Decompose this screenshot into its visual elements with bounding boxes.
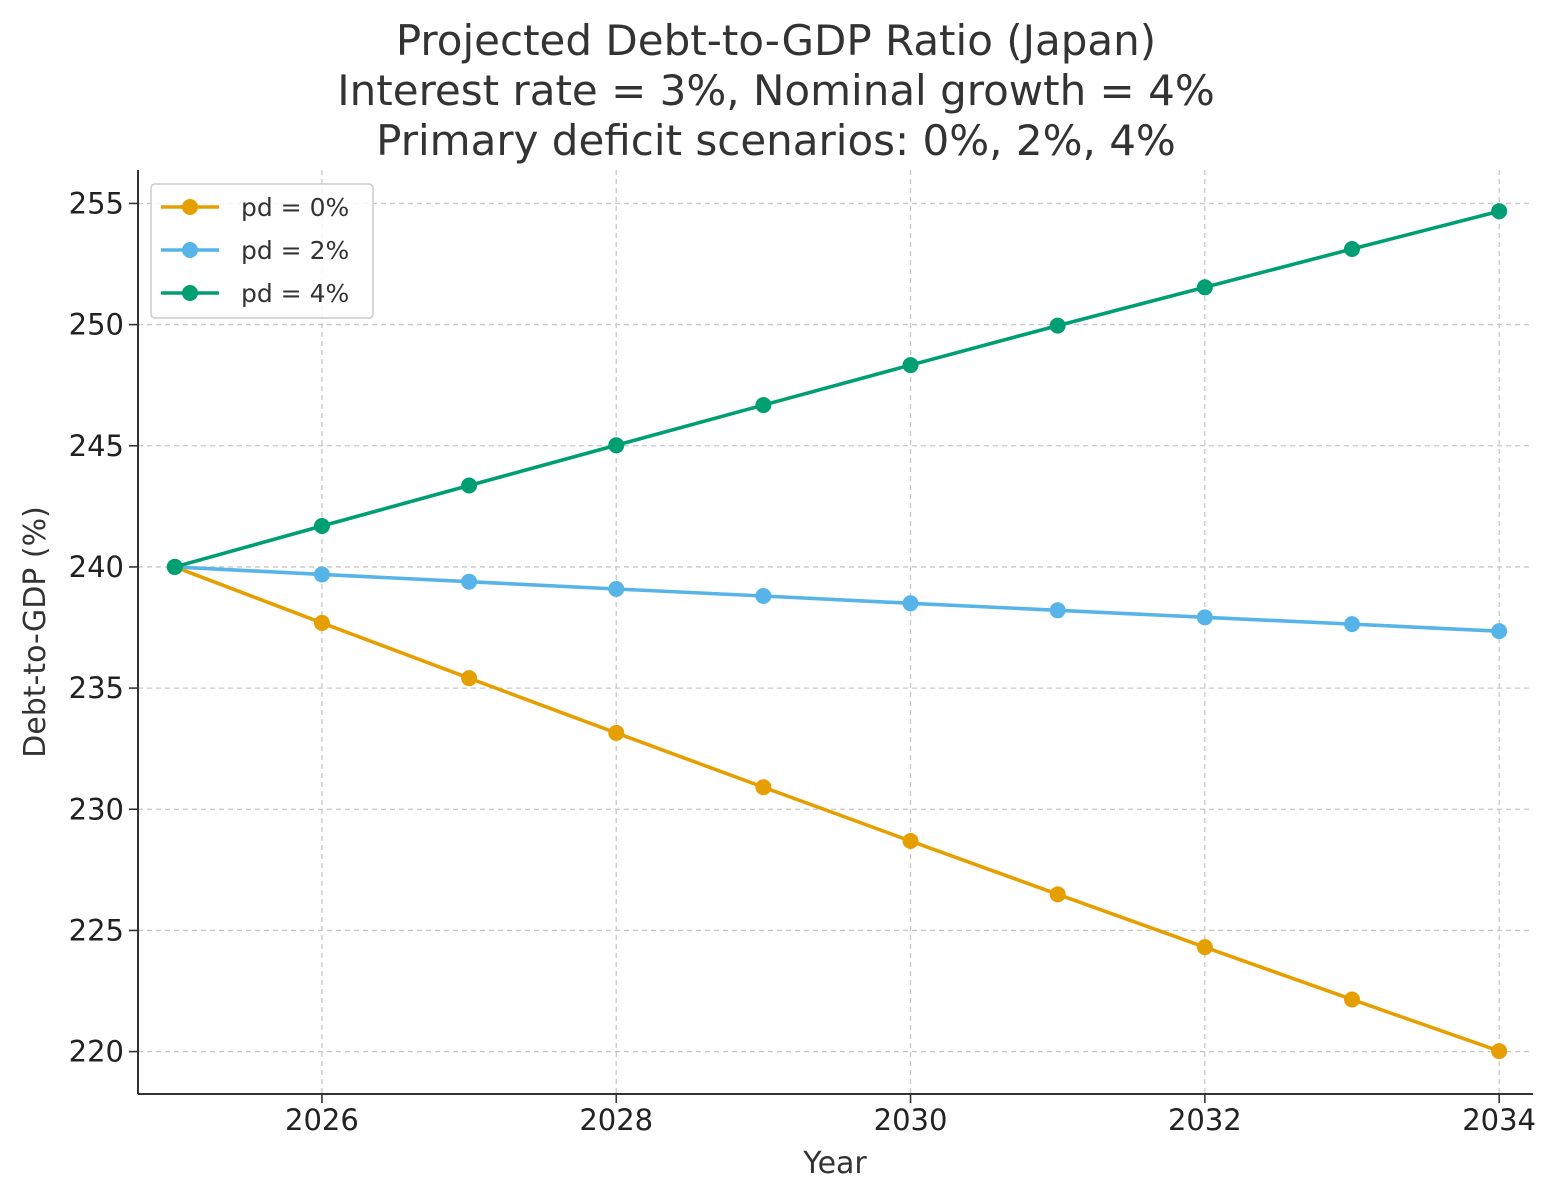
chart-title-line-2: Interest rate = 3%, Nominal growth = 4% — [337, 66, 1215, 115]
data-point — [608, 580, 625, 597]
y-tick-label: 255 — [69, 186, 124, 220]
data-point — [902, 595, 919, 612]
series-line — [172, 565, 1501, 633]
y-tick-label: 220 — [69, 1035, 124, 1069]
y-tick-label: 245 — [69, 429, 124, 463]
legend-marker — [182, 285, 198, 301]
data-point — [1049, 602, 1066, 619]
y-tick-label: 240 — [69, 550, 124, 584]
y-tick-label: 230 — [69, 792, 124, 826]
data-point — [1196, 279, 1213, 296]
data-point — [902, 357, 919, 374]
data-point — [1491, 1043, 1508, 1060]
x-tick-label: 2032 — [1168, 1103, 1242, 1137]
data-point — [608, 724, 625, 741]
data-point — [1049, 886, 1066, 903]
ticks: 2026 2028 2030 2032 2034 220 225 230 235 240 245 25… — [69, 186, 1536, 1137]
series-2 — [166, 203, 1508, 575]
data-point — [461, 477, 478, 494]
data-point — [1491, 203, 1508, 220]
x-tick-label: 2028 — [579, 1103, 653, 1137]
data-point — [313, 566, 330, 583]
legend-label: pd = 2% — [241, 236, 349, 265]
data-point — [166, 558, 183, 575]
legend-label: pd = 4% — [241, 279, 349, 308]
data-point — [313, 517, 330, 534]
legend-label: pd = 0% — [241, 193, 349, 222]
x-axis-label: Year — [802, 1146, 867, 1181]
legend-marker — [182, 242, 198, 258]
x-tick-label: 2034 — [1462, 1103, 1536, 1137]
data-point — [755, 779, 772, 796]
y-tick-label: 250 — [69, 308, 124, 342]
data-point — [461, 573, 478, 590]
y-tick-label: 235 — [69, 671, 124, 705]
data-point — [1344, 240, 1361, 257]
data-point — [1344, 991, 1361, 1008]
data-point — [1491, 623, 1508, 640]
series-line — [172, 209, 1501, 569]
chart-title-line-3: Primary deficit scenarios: 0%, 2%, 4% — [376, 116, 1176, 165]
series-layer — [166, 203, 1508, 1060]
chart-title-line-1: Projected Debt-to-GDP Ratio (Japan) — [395, 16, 1157, 65]
data-point — [461, 670, 478, 687]
data-point — [755, 588, 772, 605]
legend-marker — [182, 199, 198, 215]
series-line — [172, 565, 1501, 1053]
data-point — [755, 397, 772, 414]
x-tick-label: 2030 — [874, 1103, 948, 1137]
data-point — [1196, 939, 1213, 956]
data-point — [1344, 616, 1361, 633]
series-1 — [166, 558, 1508, 640]
y-tick-label: 225 — [69, 913, 124, 947]
data-point — [1196, 609, 1213, 626]
x-tick-label: 2026 — [285, 1103, 359, 1137]
data-point — [608, 437, 625, 454]
data-point — [1049, 317, 1066, 334]
y-axis-label: Debt-to-GDP (%) — [18, 506, 53, 758]
legend: pd = 0% pd = 2% pd = 4% — [150, 183, 374, 319]
legend-box — [150, 183, 374, 319]
data-point — [313, 614, 330, 631]
data-point — [902, 833, 919, 850]
